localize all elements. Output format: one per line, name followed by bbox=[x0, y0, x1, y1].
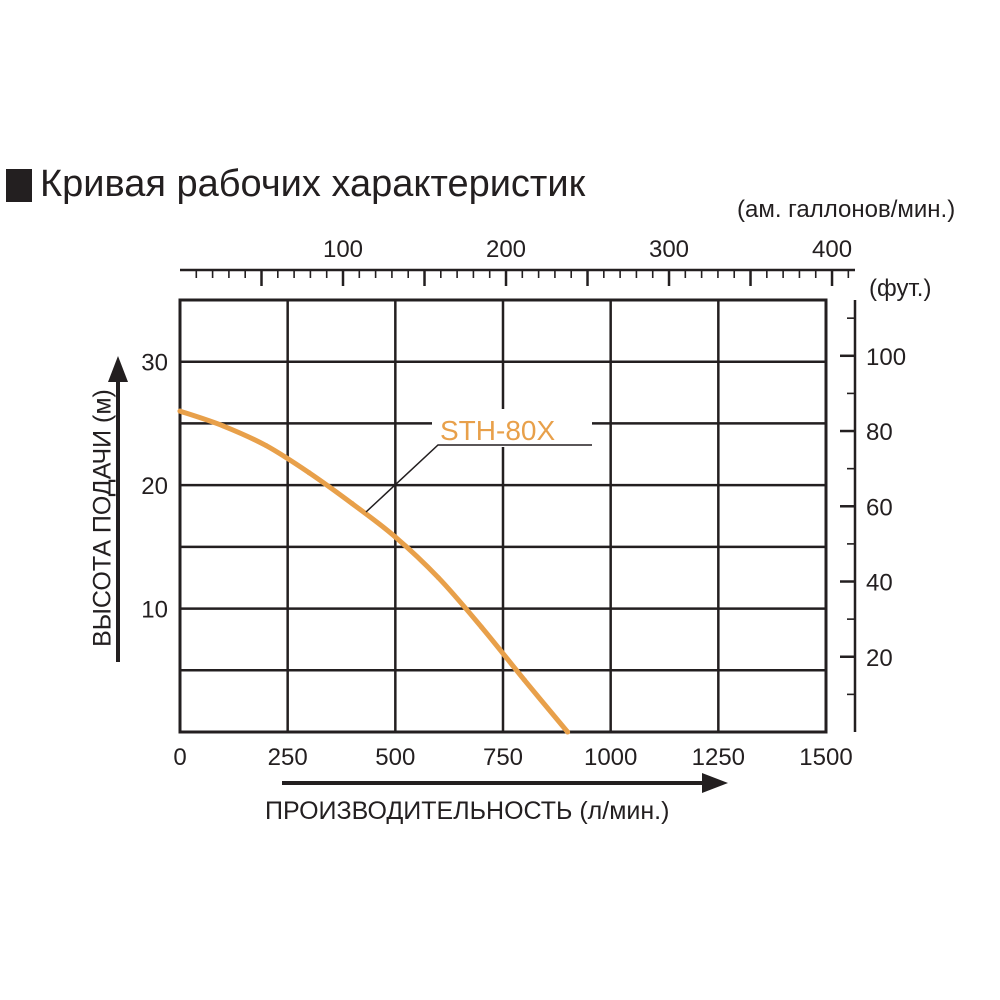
top-axis-tick-label: 400 bbox=[812, 236, 852, 263]
series-line-sth-80x bbox=[177, 408, 571, 735]
right-axis-tick-label: 80 bbox=[866, 419, 893, 446]
x-tick-label: 500 bbox=[375, 744, 415, 771]
series-point-sth-80x bbox=[177, 408, 183, 414]
x-tick-label: 1250 bbox=[692, 744, 745, 771]
right-axis-tick-label: 20 bbox=[866, 645, 893, 672]
y-tick-label: 30 bbox=[141, 350, 168, 377]
right-axis-tick-label: 60 bbox=[866, 494, 893, 521]
y-tick-label: 10 bbox=[141, 597, 168, 624]
top-axis-tick-label: 200 bbox=[486, 236, 526, 263]
chart-title: Кривая рабочих характеристик bbox=[40, 163, 586, 205]
series-point-sth-80x bbox=[263, 443, 269, 449]
series-label-background bbox=[432, 409, 592, 447]
series-point-sth-80x bbox=[478, 624, 484, 630]
x-axis-label: ПРОИЗВОДИТЕЛЬНОСТЬ (л/мин.) bbox=[265, 797, 670, 825]
series-point-sth-80x bbox=[435, 575, 441, 581]
y-axis-arrow-head bbox=[108, 356, 128, 382]
series-label-leader-line bbox=[365, 444, 592, 513]
plot-frame bbox=[178, 298, 828, 734]
x-tick-label: 0 bbox=[173, 744, 186, 771]
top-axis-unit-label: (ам. галлонов/мин.) bbox=[737, 196, 956, 223]
series-point-sth-80x bbox=[392, 534, 398, 540]
series-point-sth-80x bbox=[306, 470, 312, 476]
x-tick-label: 1500 bbox=[799, 744, 852, 771]
series-point-sth-80x bbox=[349, 501, 355, 507]
right-axis-unit-label: (фут.) bbox=[869, 275, 932, 302]
right-axis-tick-label: 100 bbox=[866, 344, 906, 371]
top-axis-tick-label: 300 bbox=[649, 236, 689, 263]
x-tick-label: 250 bbox=[268, 744, 308, 771]
x-tick-label: 1000 bbox=[584, 744, 637, 771]
series-point-sth-80x bbox=[565, 729, 571, 735]
x-axis-arrow-head bbox=[702, 773, 728, 793]
title-marker-square bbox=[6, 169, 32, 202]
series-point-sth-80x bbox=[220, 423, 226, 429]
series-point-sth-80x bbox=[522, 677, 528, 683]
y-tick-label: 20 bbox=[141, 473, 168, 500]
top-axis-tick-label: 100 bbox=[323, 236, 363, 263]
right-axis-tick-label: 40 bbox=[866, 570, 893, 597]
series-label-sth-80x: STH-80X bbox=[440, 415, 555, 446]
x-tick-label: 750 bbox=[483, 744, 523, 771]
